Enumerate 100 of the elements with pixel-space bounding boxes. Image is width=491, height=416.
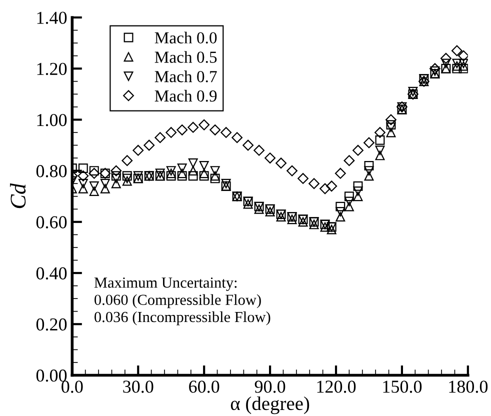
point — [188, 171, 198, 181]
point — [133, 171, 143, 181]
point — [111, 178, 121, 188]
point — [122, 174, 132, 184]
point — [176, 124, 188, 136]
point — [364, 137, 374, 148]
point — [458, 61, 468, 71]
point — [89, 181, 99, 191]
point — [440, 52, 452, 64]
point — [375, 135, 385, 145]
point — [243, 199, 253, 209]
x-tick-label: 150.0 — [383, 380, 422, 393]
point — [458, 50, 468, 62]
legend-label: Mach 0.9 — [154, 90, 217, 102]
point — [452, 61, 462, 71]
point — [386, 120, 396, 130]
point — [210, 171, 220, 181]
point — [276, 158, 287, 169]
x-tick-label: 0.0 — [62, 380, 83, 393]
annotation: 0.060 (Compressible Flow) — [94, 294, 261, 308]
point — [344, 196, 354, 206]
point — [199, 171, 209, 181]
y-tick-label: 1.20 — [37, 62, 67, 76]
point — [254, 204, 264, 214]
y-tick-label: 0.00 — [36, 369, 67, 382]
x-tick-label: 90.0 — [254, 380, 286, 393]
point — [122, 176, 132, 186]
point — [88, 168, 100, 179]
point — [199, 160, 209, 170]
annotation: 0.036 (Incompressible Flow) — [94, 311, 270, 326]
point — [320, 222, 330, 232]
point — [326, 224, 336, 234]
point — [78, 184, 88, 194]
point — [177, 164, 187, 173]
point — [100, 184, 110, 194]
point — [264, 152, 276, 164]
point — [220, 127, 232, 138]
point — [334, 168, 346, 179]
point — [177, 168, 187, 178]
point — [344, 155, 355, 166]
point — [320, 183, 330, 194]
point — [166, 171, 176, 181]
point — [232, 132, 243, 144]
point — [276, 212, 286, 222]
legend-label: Mach 0.0 — [154, 32, 217, 44]
point — [344, 192, 354, 202]
y-tick-label: 0.80 — [36, 165, 67, 178]
point — [89, 166, 99, 176]
point — [144, 140, 155, 151]
point — [221, 178, 231, 188]
point — [89, 186, 99, 196]
x-tick-label: 60.0 — [189, 380, 220, 393]
y-tick-label: 0.20 — [36, 318, 67, 331]
legend-label: Mach 0.7 — [154, 70, 217, 82]
point — [177, 171, 187, 181]
point — [441, 58, 451, 68]
point — [386, 114, 396, 126]
point — [298, 173, 308, 184]
point — [308, 178, 320, 190]
point — [458, 64, 468, 74]
point — [210, 124, 221, 136]
legend-label: Mach 0.5 — [154, 51, 217, 63]
point — [386, 122, 396, 132]
point — [111, 174, 121, 184]
point — [336, 202, 346, 212]
point — [111, 171, 121, 181]
point — [100, 178, 110, 188]
point — [375, 146, 385, 156]
point — [309, 220, 319, 230]
y-tick-label: 1.00 — [37, 114, 67, 126]
point — [336, 212, 346, 222]
point — [242, 140, 254, 151]
point — [155, 168, 165, 178]
point — [451, 45, 462, 56]
y-tick-label: 0.40 — [36, 267, 67, 280]
point — [374, 127, 386, 138]
y-tick-label: 1.40 — [37, 12, 67, 24]
point — [458, 58, 468, 68]
point — [286, 165, 298, 176]
point — [353, 192, 363, 202]
point — [265, 206, 275, 216]
point — [110, 165, 122, 176]
point — [452, 64, 462, 74]
point — [188, 166, 198, 176]
point — [210, 166, 220, 176]
point — [122, 155, 133, 166]
point — [298, 217, 308, 227]
point — [452, 58, 462, 68]
point — [364, 171, 374, 181]
point — [344, 202, 354, 212]
point — [78, 170, 89, 182]
x-tick-label: 180.0 — [449, 380, 488, 393]
point — [353, 181, 363, 191]
point — [122, 171, 132, 181]
point — [430, 66, 440, 76]
point — [386, 128, 396, 138]
y-axis-title: Cd — [10, 183, 26, 208]
point — [364, 166, 374, 176]
point — [198, 119, 210, 130]
x-axis-title: α (degree) — [230, 396, 310, 414]
